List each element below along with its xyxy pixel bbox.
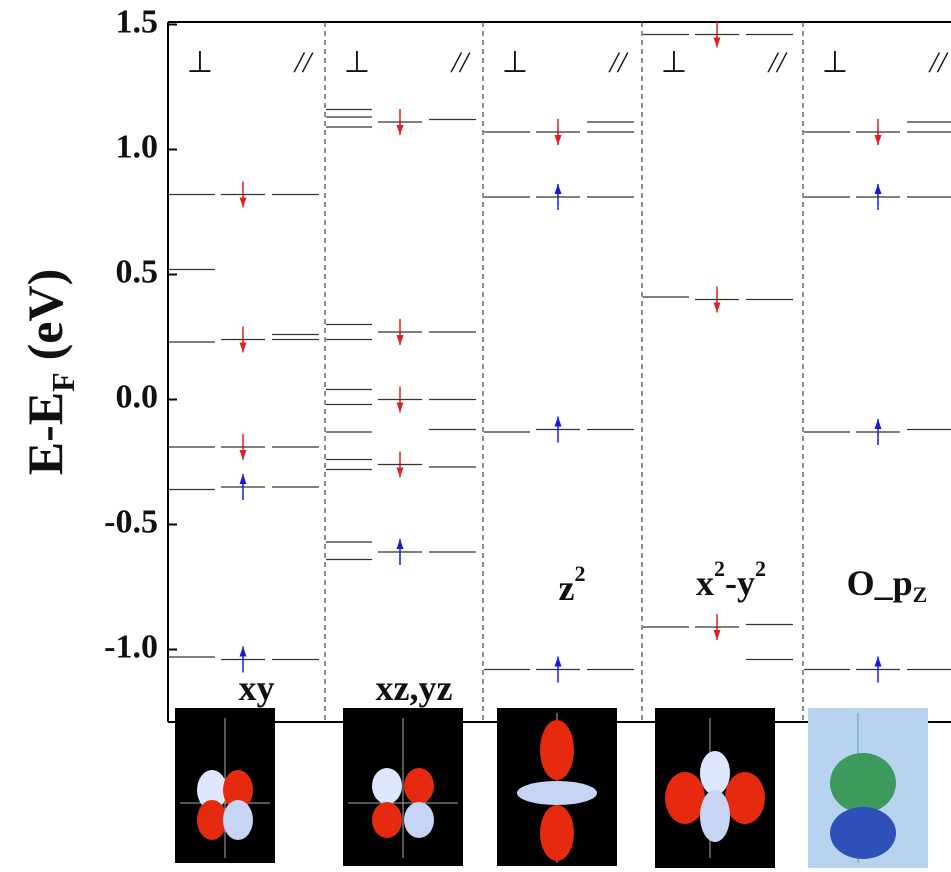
arrow-head bbox=[874, 656, 882, 667]
panel-label-part: 2 bbox=[755, 556, 766, 581]
arrow-head bbox=[874, 419, 882, 429]
arrow-head bbox=[239, 197, 247, 208]
y-label-unit: (eV) bbox=[17, 269, 73, 361]
perp-symbol: ⊥ bbox=[187, 46, 213, 79]
orbital-xy bbox=[175, 708, 275, 863]
panel-label-part: O_p bbox=[847, 563, 913, 603]
spin-arrow bbox=[378, 386, 422, 413]
spin-arrow bbox=[536, 184, 580, 210]
y-tick-label: 0.5 bbox=[116, 253, 159, 290]
panel-label: O_pZ bbox=[847, 563, 928, 607]
arrow-head bbox=[874, 184, 882, 194]
arrow-head bbox=[713, 37, 721, 48]
orbital-opz bbox=[808, 708, 928, 868]
arrow-head bbox=[713, 630, 721, 640]
y-axis-label: E-EF (eV) bbox=[17, 269, 81, 476]
spin-arrow bbox=[378, 319, 422, 345]
spin-arrow bbox=[856, 419, 900, 445]
perp-symbol: ⊥ bbox=[661, 46, 687, 79]
spin-arrow bbox=[221, 434, 265, 460]
panel-label-part: xz,yz bbox=[376, 668, 453, 708]
spin-arrow bbox=[695, 614, 739, 640]
spin-arrow bbox=[536, 656, 580, 683]
panel-label-part: 2 bbox=[574, 561, 585, 586]
y-tick-label: -0.5 bbox=[104, 503, 158, 540]
panel-label-part: Z bbox=[913, 582, 928, 607]
parallel-symbol: // bbox=[608, 46, 629, 79]
panel-label: xy bbox=[239, 668, 275, 708]
panel-label-part: 2 bbox=[714, 556, 725, 581]
arrow-head bbox=[874, 135, 882, 145]
orbital-images bbox=[175, 708, 928, 868]
spin-arrow bbox=[378, 109, 422, 135]
y-tick-label: 1.0 bbox=[116, 128, 159, 165]
spin-arrow bbox=[695, 286, 739, 313]
spin-arrow bbox=[536, 416, 580, 443]
arrow-head bbox=[396, 335, 404, 345]
spin-arrow bbox=[695, 21, 739, 48]
arrow-head bbox=[239, 474, 247, 484]
orbital-z2 bbox=[497, 708, 617, 866]
spin-arrow bbox=[378, 539, 422, 565]
y-label-sub: F bbox=[45, 372, 81, 392]
panel-label-part: xy bbox=[239, 668, 275, 708]
arrow-head bbox=[239, 450, 247, 460]
panel-label: xz,yz bbox=[376, 668, 453, 708]
perp-symbol: ⊥ bbox=[822, 46, 848, 79]
arrow-head bbox=[396, 125, 404, 135]
arrow-head bbox=[239, 342, 247, 353]
arrow-head bbox=[396, 539, 404, 549]
spin-arrow bbox=[221, 474, 265, 500]
arrow-head bbox=[554, 135, 562, 145]
panel-label-part: -y bbox=[725, 563, 755, 603]
parallel-symbol: // bbox=[928, 46, 949, 79]
parallel-symbol: // bbox=[450, 46, 471, 79]
spin-arrow bbox=[221, 181, 265, 208]
y-tick-label: 1.5 bbox=[116, 3, 159, 40]
y-label-main: E-E bbox=[17, 392, 73, 475]
spin-arrow bbox=[856, 184, 900, 210]
spin-arrow bbox=[221, 326, 265, 353]
panel-label: x2-y2 bbox=[696, 556, 766, 603]
arrow-head bbox=[396, 402, 404, 413]
spin-arrow bbox=[221, 646, 265, 673]
panel-label-part: x bbox=[696, 563, 714, 603]
arrow-head bbox=[554, 416, 562, 427]
spin-arrow bbox=[536, 119, 580, 145]
arrow-head bbox=[713, 302, 721, 313]
panel-label: z2 bbox=[559, 561, 586, 608]
arrow-head bbox=[396, 467, 404, 478]
parallel-symbol: // bbox=[293, 46, 314, 79]
spin-arrow bbox=[856, 656, 900, 683]
arrow-head bbox=[554, 656, 562, 667]
y-tick-label: -1.0 bbox=[104, 628, 158, 665]
panel-label-part: z bbox=[559, 568, 575, 608]
y-tick-label: 0.0 bbox=[116, 378, 159, 415]
arrow-head bbox=[239, 646, 247, 657]
spin-arrow bbox=[378, 451, 422, 478]
orbital-xz bbox=[343, 708, 463, 866]
perp-symbol: ⊥ bbox=[344, 46, 370, 79]
spin-arrow bbox=[856, 119, 900, 145]
orbital-x2y2 bbox=[655, 708, 775, 868]
perp-symbol: ⊥ bbox=[502, 46, 528, 79]
parallel-symbol: // bbox=[767, 46, 788, 79]
arrow-head bbox=[554, 184, 562, 194]
